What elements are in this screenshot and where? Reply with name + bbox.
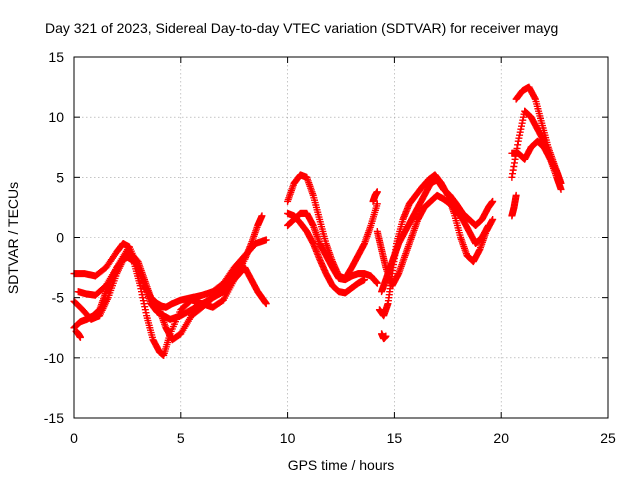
data-point xyxy=(262,300,270,308)
data-point xyxy=(382,332,390,340)
y-tick-label: -10 xyxy=(44,350,64,366)
data-series-track-8 xyxy=(284,209,368,297)
data-point xyxy=(258,212,266,220)
x-tick-label: 10 xyxy=(280,430,296,446)
x-axis-label: GPS time / hours xyxy=(288,457,395,473)
y-tick-label: 15 xyxy=(48,49,64,65)
data-point xyxy=(373,188,381,196)
chart-title: Day 321 of 2023, Sidereal Day-to-day VTE… xyxy=(45,20,558,36)
data-series-track-16 xyxy=(508,137,565,187)
y-tick-label: 5 xyxy=(56,169,64,185)
data-point xyxy=(484,221,492,229)
data-point xyxy=(373,200,381,208)
axis-ticks: 0 5 10 15 20 25 -15 -10 -5 0 5 10 15 xyxy=(44,49,616,446)
y-tick-label: -15 xyxy=(44,410,64,426)
data-point xyxy=(489,197,497,205)
data-point xyxy=(373,279,381,287)
data-point xyxy=(489,215,497,223)
data-points xyxy=(70,83,565,359)
y-tick-label: 0 xyxy=(56,230,64,246)
data-point xyxy=(512,191,520,199)
y-axis-label: SDTVAR / TECUs xyxy=(5,182,21,294)
y-tick-label: -5 xyxy=(52,290,65,306)
data-series-track-13 xyxy=(369,188,381,205)
data-series-track-4 xyxy=(70,246,270,344)
data-point xyxy=(262,236,270,244)
x-tick-label: 20 xyxy=(493,430,509,446)
data-series-track-5 xyxy=(72,327,84,341)
data-point xyxy=(557,179,565,187)
data-point xyxy=(360,276,368,284)
x-tick-label: 0 xyxy=(70,430,78,446)
data-series-track-7 xyxy=(284,209,381,287)
data-series-track-12 xyxy=(378,330,390,343)
x-tick-label: 5 xyxy=(177,430,185,446)
data-series-track-11 xyxy=(373,191,492,290)
data-series-track-17 xyxy=(508,191,520,220)
y-tick-label: 10 xyxy=(48,109,64,125)
data-point xyxy=(76,333,84,341)
data-point xyxy=(557,185,565,193)
x-tick-label: 25 xyxy=(600,430,616,446)
x-tick-label: 15 xyxy=(387,430,403,446)
